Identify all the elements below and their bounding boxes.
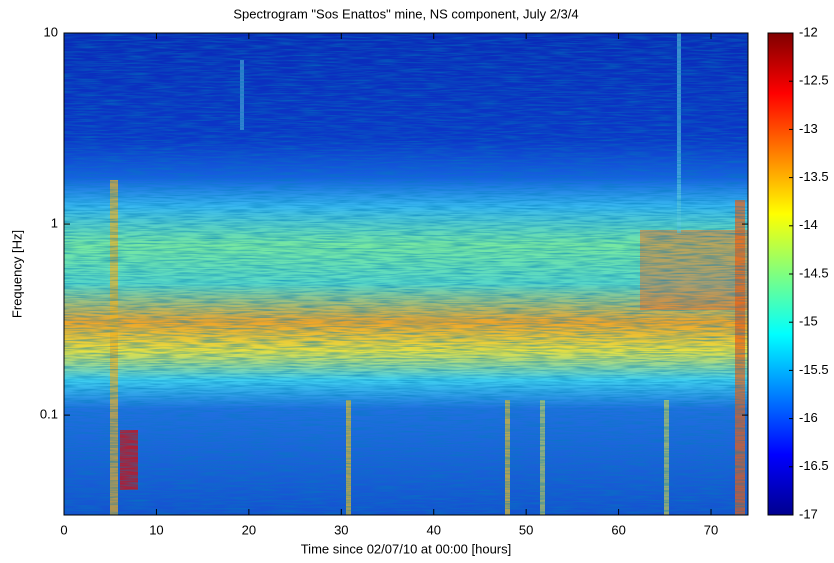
x-tick-label: 20 <box>242 522 256 537</box>
colorbar-tick-label: -15 <box>799 314 818 329</box>
x-tick-label: 40 <box>426 522 440 537</box>
x-tick-label: 30 <box>334 522 348 537</box>
colorbar-tick-label: -13 <box>799 121 818 136</box>
x-tick-label: 0 <box>60 522 67 537</box>
colorbar-tick-label: -12 <box>799 24 818 39</box>
x-tick-label: 10 <box>149 522 163 537</box>
y-tick-label: 0.1 <box>40 407 58 422</box>
x-tick-label: 50 <box>519 522 533 537</box>
colorbar-tick-label: -16.5 <box>799 458 829 473</box>
chart-title: Spectrogram "Sos Enattos" mine, NS compo… <box>233 6 578 21</box>
x-tick-label: 60 <box>611 522 625 537</box>
colorbar-tick-label: -16 <box>799 410 818 425</box>
y-tick-label: 1 <box>51 215 58 230</box>
colorbar-tick-label: -14 <box>799 217 818 232</box>
colorbar-tick-label: -12.5 <box>799 73 829 88</box>
y-tick-label: 10 <box>44 24 58 39</box>
colorbar-tick-label: -13.5 <box>799 169 829 184</box>
x-tick-label: 70 <box>704 522 718 537</box>
colorbar <box>767 32 794 516</box>
colorbar-tick-label: -17 <box>799 506 818 521</box>
x-axis-label: Time since 02/07/10 at 00:00 [hours] <box>301 541 512 556</box>
axes-box <box>63 32 749 516</box>
colorbar-tick-label: -14.5 <box>799 265 829 280</box>
spectrogram-image <box>64 33 748 515</box>
y-axis-label: Frequency [Hz] <box>9 230 24 318</box>
colorbar-tick-label: -15.5 <box>799 362 829 377</box>
